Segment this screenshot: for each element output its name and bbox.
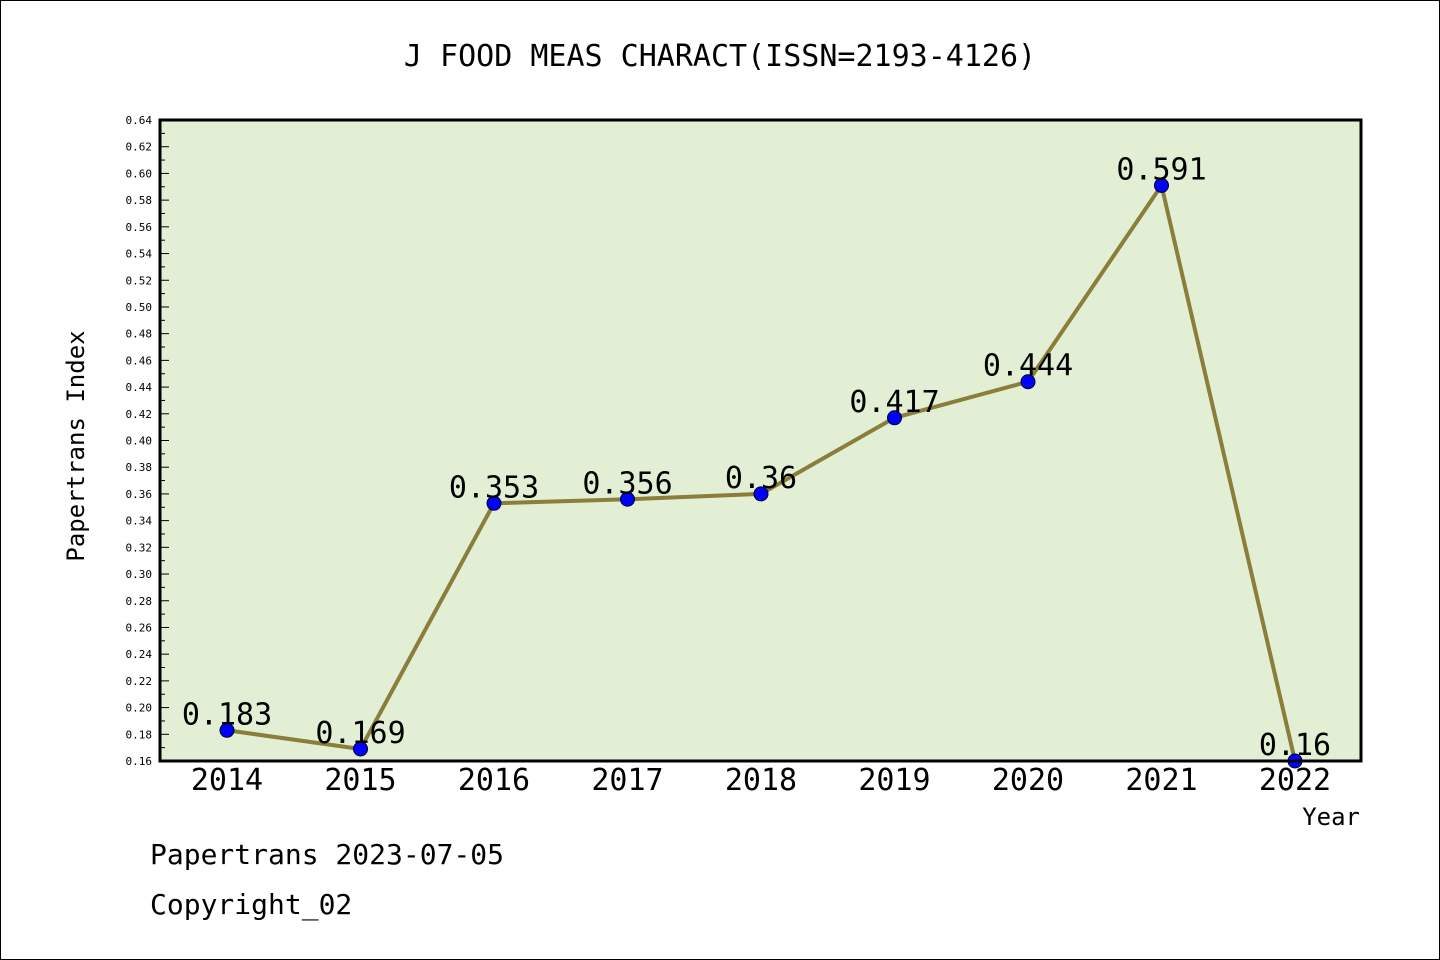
y-tick-label: 0.32 <box>126 541 153 554</box>
y-tick-label: 0.28 <box>126 595 153 608</box>
data-point <box>486 495 502 511</box>
data-label: 0.169 <box>315 716 405 751</box>
x-tick-label: 2015 <box>324 763 396 798</box>
y-tick-label: 0.36 <box>126 488 153 501</box>
y-tick-label: 0.54 <box>126 248 153 261</box>
series-0: 0.183 0.169 0.353 0.356 0.36 0.417 0.444 0.591 0… <box>182 152 1331 769</box>
y-tick-label: 0.60 <box>126 167 153 180</box>
y-tick-label: 0.40 <box>126 435 153 448</box>
y-tick-label: 0.48 <box>126 328 153 341</box>
x-tick-label: 2021 <box>1125 763 1197 798</box>
y-tick-label: 0.64 <box>126 114 153 127</box>
y-tick-label: 0.34 <box>126 515 153 528</box>
data-label: 0.591 <box>1116 152 1206 187</box>
plot-area <box>160 120 1361 761</box>
y-tick-label: 0.50 <box>126 301 153 314</box>
x-tick-label: 2016 <box>458 763 530 798</box>
x-tick-label: 2020 <box>992 763 1064 798</box>
footer-date: Papertrans 2023-07-05 <box>150 838 504 871</box>
x-tick-label: 2014 <box>191 763 263 798</box>
data-label: 0.183 <box>182 697 272 732</box>
chart-title: J FOOD MEAS CHARACT(ISSN=2193-4126) <box>404 39 1036 74</box>
data-point <box>1154 177 1169 193</box>
x-tick-label: 2017 <box>591 763 663 798</box>
y-tick-label: 0.22 <box>126 675 153 688</box>
y-axis: 0.16 0.18 0.20 0.22 0.24 0.26 0.28 0.30 0.32 0.34… <box>126 114 169 768</box>
data-point <box>620 491 635 507</box>
data-point <box>219 722 235 738</box>
plot-border <box>158 118 1363 763</box>
footer-copyright: Copyright_02 <box>150 888 352 922</box>
data-label: 0.417 <box>849 385 939 420</box>
data-label: 0.36 <box>725 461 797 496</box>
y-tick-label: 0.24 <box>126 648 153 661</box>
data-point <box>753 486 769 502</box>
data-point <box>887 410 902 426</box>
y-tick-label: 0.58 <box>126 194 153 207</box>
data-point <box>353 741 368 757</box>
data-label: 0.16 <box>1259 728 1331 763</box>
y-tick-label: 0.38 <box>126 461 153 474</box>
data-label: 0.356 <box>582 466 672 501</box>
y-tick-label: 0.20 <box>126 702 153 715</box>
y-tick-label: 0.26 <box>126 621 153 634</box>
x-axis: 2014 2015 2016 2017 2018 2019 2020 2021 2022 <box>191 763 1331 798</box>
y-tick-label: 0.56 <box>126 221 153 234</box>
y-axis-label: Papertrans Index <box>62 330 90 561</box>
x-tick-label: 2019 <box>858 763 930 798</box>
y-tick-label: 0.18 <box>126 728 153 741</box>
x-tick-label: 2022 <box>1259 763 1331 798</box>
y-tick-label: 0.44 <box>126 381 153 394</box>
data-point <box>1020 374 1036 390</box>
data-label: 0.353 <box>449 470 539 505</box>
x-tick-label: 2018 <box>725 763 797 798</box>
y-tick-label: 0.42 <box>126 408 153 421</box>
y-tick-label: 0.16 <box>126 755 153 768</box>
y-tick-label: 0.52 <box>126 274 153 287</box>
x-axis-label: Year <box>1302 803 1360 831</box>
data-label: 0.444 <box>983 349 1073 384</box>
y-tick-label: 0.46 <box>126 354 153 367</box>
y-tick-label: 0.62 <box>126 141 153 154</box>
y-tick-label: 0.30 <box>126 568 153 581</box>
